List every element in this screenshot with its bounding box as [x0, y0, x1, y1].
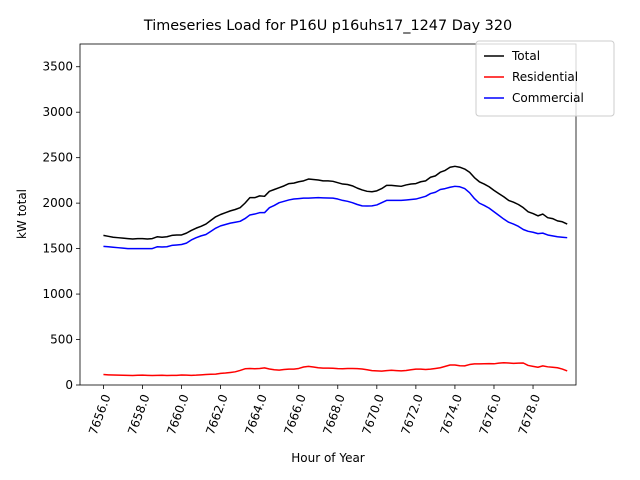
legend-box — [475, 40, 615, 117]
y-tick-label: 0 — [65, 378, 73, 392]
x-axis-label: Hour of Year — [291, 451, 365, 465]
y-tick-label: 1000 — [42, 287, 73, 301]
legend-label-residential: Residential — [512, 70, 578, 84]
y-tick-label: 2000 — [42, 196, 73, 210]
axes-frame — [79, 43, 577, 386]
legend: Total Residential Commercial — [475, 40, 615, 117]
y-tick-label: 2500 — [42, 151, 73, 165]
legend-label-total: Total — [511, 49, 540, 63]
y-tick-label: 3500 — [42, 60, 73, 74]
series-line-residential — [103, 361, 568, 377]
series-lines — [103, 165, 568, 377]
series-line-total — [103, 165, 568, 240]
y-tick-label: 500 — [50, 333, 73, 347]
chart-title: Timeseries Load for P16U p16uhs17_1247 D… — [143, 18, 512, 34]
legend-label-commercial: Commercial — [512, 91, 584, 105]
y-axis-label: kW total — [15, 189, 29, 239]
y-tick-label: 3000 — [42, 105, 73, 119]
y-axis-ticks: 0 500 1000 1500 2000 2500 3000 3500 — [42, 60, 80, 392]
y-tick-label: 1500 — [42, 242, 73, 256]
series-line-commercial — [103, 185, 568, 250]
